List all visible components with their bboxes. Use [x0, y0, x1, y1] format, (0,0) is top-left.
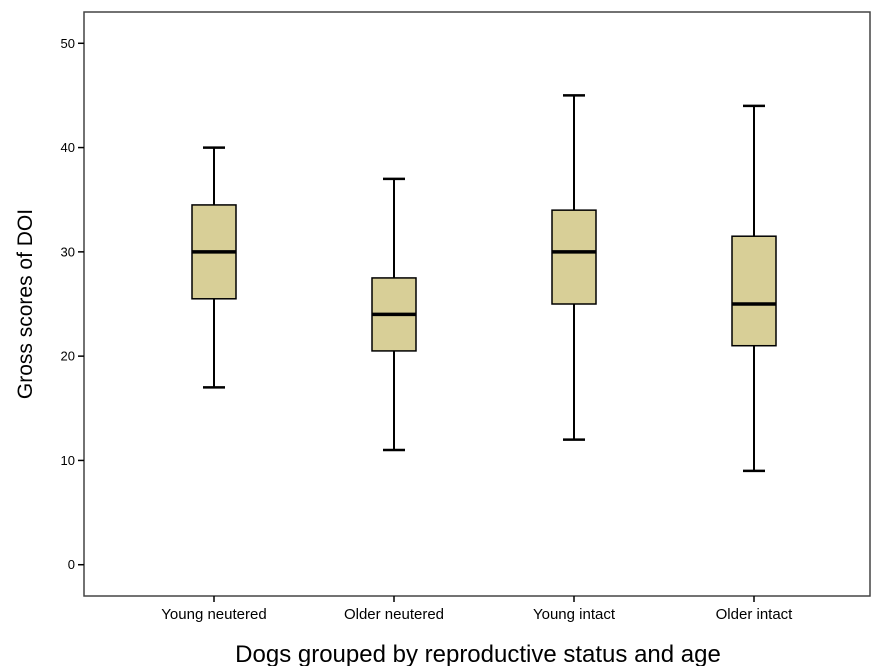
- y-tick-label-40: 40: [61, 140, 75, 155]
- y-tick-label-30: 30: [61, 244, 75, 259]
- box-group-3: [731, 104, 777, 473]
- plot-frame: [83, 11, 871, 597]
- box-group-0: [191, 146, 237, 389]
- y-tick-label-50: 50: [61, 36, 75, 51]
- x-axis-label: Dogs grouped by reproductive status and …: [235, 641, 721, 666]
- x-tick-label-1: Older neutered: [344, 606, 444, 623]
- box-group-1: [371, 177, 417, 452]
- y-tick-label-0: 0: [68, 557, 75, 572]
- y-axis-label: Gross scores of DOI: [14, 209, 37, 399]
- y-tick-label-20: 20: [61, 349, 75, 364]
- x-tick-label-2: Young intact: [533, 606, 616, 623]
- boxplot-series: [191, 94, 777, 473]
- iqr-box: [551, 209, 597, 305]
- x-tick-label-3: Older intact: [716, 606, 794, 623]
- x-tick-label-0: Young neutered: [161, 606, 266, 623]
- box-group-2: [551, 94, 597, 441]
- iqr-box: [731, 235, 777, 347]
- y-axis: 0 10 20 30 40 50: [61, 36, 84, 572]
- y-tick-label-10: 10: [61, 453, 75, 468]
- x-axis: Young neutered Older neutered Young intact…: [161, 596, 793, 623]
